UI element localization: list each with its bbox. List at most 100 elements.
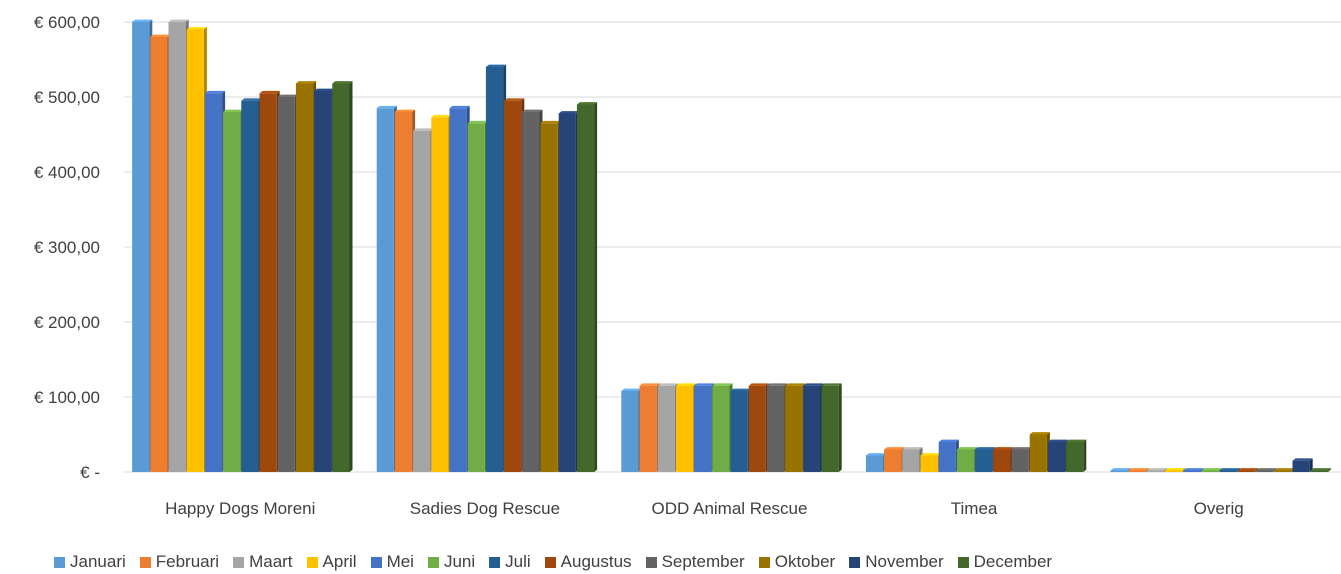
bar <box>1237 470 1256 472</box>
legend-label: December <box>973 552 1053 571</box>
legend-label: September <box>661 552 745 571</box>
bar <box>1310 470 1328 472</box>
y-tick-label: € 600,00 <box>34 13 100 32</box>
bar-top <box>1219 468 1240 471</box>
bar <box>956 449 975 472</box>
bar-side <box>594 102 598 472</box>
legend-swatch <box>849 556 861 568</box>
legend-item: Juni <box>427 552 476 572</box>
bar-top <box>938 439 959 442</box>
legend-label: Juni <box>443 552 476 571</box>
bar-side <box>1145 468 1149 472</box>
bar-top <box>413 128 434 131</box>
x-axis-categories: Happy Dogs Moreni Sadies Dog Rescue ODD An… <box>165 499 1244 518</box>
bar <box>803 385 821 472</box>
bar-side <box>1255 468 1259 472</box>
bar-top <box>1146 468 1168 471</box>
legend-item: December <box>957 552 1053 572</box>
bar <box>1110 470 1128 472</box>
bar <box>277 97 295 472</box>
bar <box>865 455 884 472</box>
bar <box>259 93 277 472</box>
bar <box>1011 449 1029 472</box>
bar <box>295 83 314 472</box>
legend-item: Januari <box>54 552 126 572</box>
bar-side <box>1236 468 1240 472</box>
bar-top <box>485 64 507 67</box>
bar <box>1201 470 1219 472</box>
y-tick-label: € 500,00 <box>34 88 100 107</box>
legend-label: Augustus <box>560 552 632 571</box>
bar <box>1292 460 1310 472</box>
legend-swatch <box>957 556 969 568</box>
bar <box>1047 442 1066 472</box>
bar <box>241 100 259 472</box>
bar-top <box>1165 468 1186 471</box>
legend-item: Maart <box>233 552 293 572</box>
bar <box>394 112 413 472</box>
x-category-label: ODD Animal Rescue <box>652 499 808 518</box>
bar <box>748 385 766 472</box>
bar-top <box>295 81 317 84</box>
bar <box>1183 470 1201 472</box>
bar <box>431 117 449 472</box>
bar-top <box>865 453 887 456</box>
bar <box>884 449 902 472</box>
bar-top <box>993 447 1014 450</box>
bar <box>132 22 150 472</box>
bar-top <box>576 102 598 105</box>
legend-item: September <box>645 552 745 572</box>
bar-top <box>241 98 262 101</box>
bar <box>1256 470 1274 472</box>
legend-swatch <box>54 556 65 568</box>
legend-label: Februari <box>155 552 220 571</box>
y-tick-label: € 400,00 <box>34 163 100 182</box>
bar-side <box>1273 468 1277 472</box>
bar-top <box>132 19 153 22</box>
bar <box>522 112 540 472</box>
legend: Januari Februari Maart April Mei Juni Juli Augu… <box>0 550 1341 574</box>
bar-top <box>467 120 488 124</box>
legend-item: April <box>306 552 357 572</box>
bar <box>621 391 639 472</box>
chart-svg: € - € 100,00 € 200,00 € 300,00 € 400,00 € 500… <box>34 13 1341 518</box>
bar <box>657 385 675 472</box>
y-tick-label: € 200,00 <box>34 313 100 332</box>
bar-top <box>1201 468 1222 471</box>
bar <box>993 449 1011 472</box>
bar <box>975 449 993 472</box>
bar <box>1029 434 1047 472</box>
bar-top <box>259 90 280 94</box>
bar-top <box>785 383 806 386</box>
bar-top <box>277 94 298 97</box>
bar-top <box>884 447 905 450</box>
bar-top <box>504 98 525 101</box>
legend-swatch <box>645 556 657 568</box>
bar-top <box>821 383 842 386</box>
bar-top <box>1047 439 1069 442</box>
bar <box>314 91 332 472</box>
legend-label: Januari <box>70 552 126 571</box>
bar <box>576 104 595 472</box>
legend-label: Maart <box>249 552 293 571</box>
bar <box>902 449 920 472</box>
bar <box>223 112 241 472</box>
bar-top <box>204 90 226 94</box>
bar <box>1128 470 1146 472</box>
bar-side <box>349 81 353 472</box>
bar <box>449 108 467 472</box>
bar-side <box>1309 458 1313 472</box>
bar-top <box>766 383 788 386</box>
bar-top <box>803 383 824 386</box>
bar-top <box>168 19 189 22</box>
x-category-label: Happy Dogs Moreni <box>165 499 315 518</box>
bar-side <box>1218 468 1222 472</box>
legend-item: Februari <box>139 552 220 572</box>
x-category-label: Sadies Dog Rescue <box>410 499 560 518</box>
bar-top <box>920 453 941 456</box>
bar-top <box>150 34 171 37</box>
bar <box>785 385 803 472</box>
bar-side <box>1083 439 1087 472</box>
y-axis-ticks: € - € 100,00 € 200,00 € 300,00 € 400,00 € 500… <box>34 13 100 482</box>
bar <box>766 385 785 472</box>
